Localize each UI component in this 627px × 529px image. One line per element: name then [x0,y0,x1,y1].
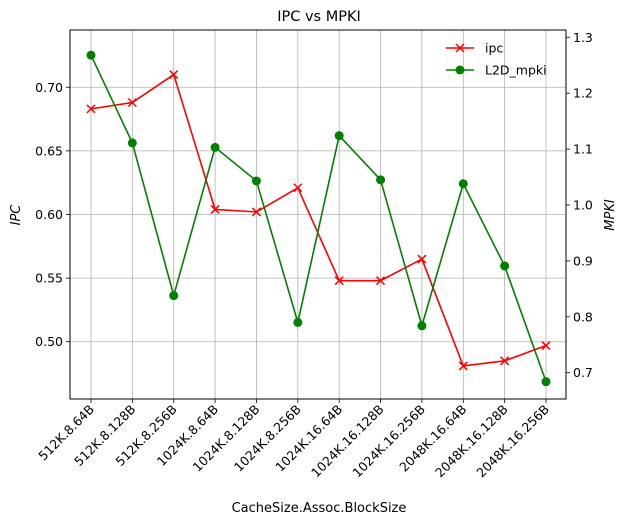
legend-label: L2D_mpki [485,63,547,78]
data-point-marker [458,361,468,371]
data-point-marker [127,138,137,148]
plot-frame [69,29,567,400]
y2-tick-label: 0.7 [573,365,593,380]
data-point-marker [127,97,137,108]
legend-swatch-marker [455,43,465,53]
data-point-marker [293,317,303,327]
data-point-marker [169,291,179,301]
data-point-marker [541,377,551,387]
series-ipc [86,70,551,371]
chart-title: IPC vs MPKI [277,9,361,25]
y2-tick-label: 0.8 [573,309,593,324]
data-point-marker [376,175,386,185]
data-point-marker [417,321,427,331]
y-tick-label: 0.50 [35,334,63,349]
y-axis-label: IPC [9,204,24,226]
y2-tick-label: 1.0 [573,197,593,212]
data-point-marker [417,254,427,264]
x-tick-label: 2048K.16.256B [473,402,552,481]
y-tick-label: 0.65 [35,143,63,158]
y2-tick-label: 1.2 [573,86,593,101]
series-line [90,73,547,367]
y2-tick-label: 1.3 [573,30,593,45]
y-tick-label: 0.60 [35,207,63,222]
chart-legend: ipc L2D_mpki [446,41,547,78]
y2-axis-label: MPKI [603,199,618,231]
y2-tick-label: 1.1 [573,142,593,157]
data-point-marker [210,142,220,152]
y-tick-label: 0.70 [35,80,63,95]
y2-tick-label: 0.9 [573,253,593,268]
data-point-marker [86,50,96,60]
data-point-marker [251,207,261,217]
data-point-marker [251,176,261,186]
x-tick-label: 1024K.16.256B [349,402,428,481]
x-tick-label: 1024K.16.128B [308,402,387,481]
data-point-marker [500,356,510,366]
x-axis-label: CacheSize.Assoc.BlockSize [232,501,407,516]
data-point-marker [169,70,179,80]
data-point-marker [86,104,96,114]
data-point-marker [376,276,386,286]
series-l2d-mpki [86,50,551,387]
series-line [90,54,547,382]
data-point-marker [541,341,551,351]
data-point-marker [210,204,220,214]
legend-swatch-marker [455,65,465,75]
legend-label: ipc [485,41,503,56]
y-tick-label: 0.55 [35,271,63,286]
data-point-marker [334,131,344,141]
data-point-marker [293,183,303,193]
grid-lines [70,30,566,399]
x-tick-label: 2048K.16.128B [432,402,511,481]
data-point-marker [334,276,344,286]
data-point-marker [500,261,510,271]
data-point-marker [458,179,468,189]
